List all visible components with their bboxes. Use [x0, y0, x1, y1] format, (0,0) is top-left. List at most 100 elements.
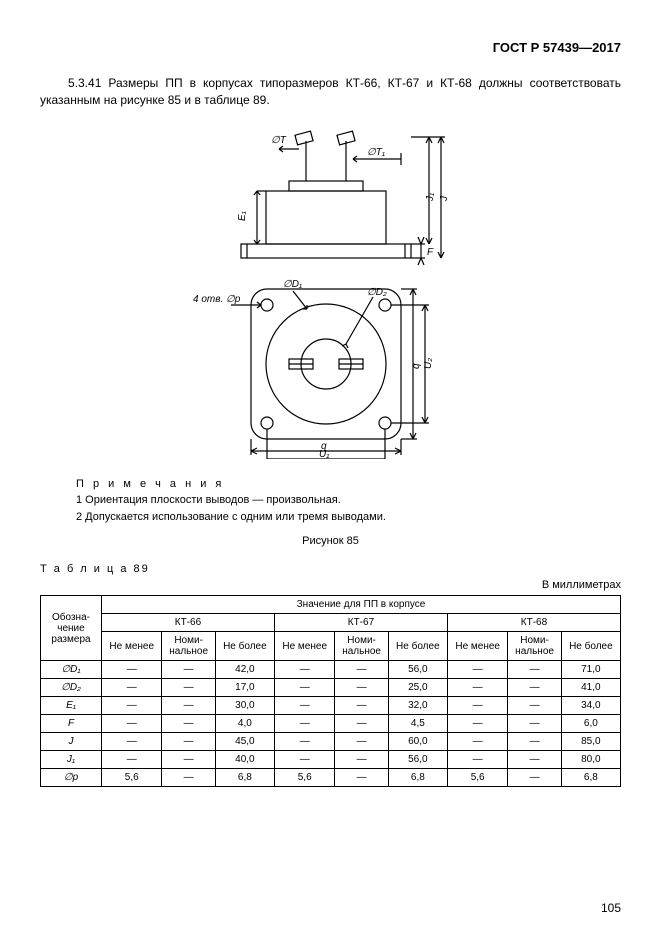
cell: — — [508, 751, 561, 769]
cell: — — [508, 715, 561, 733]
cell: — — [335, 697, 388, 715]
dim-f-label: F — [427, 247, 434, 258]
subheader: Номи- нальное — [162, 632, 215, 661]
subheader: Не более — [561, 632, 620, 661]
row-label: ∅p — [41, 769, 102, 787]
cell: — — [274, 733, 334, 751]
cell: — — [508, 769, 561, 787]
dim-u1-label: U₁ — [319, 449, 329, 459]
cell: — — [102, 715, 162, 733]
dim-j-label: J — [439, 195, 450, 202]
dim-j1-label: J₁ — [425, 192, 436, 201]
table-row: F——4,0——4,5——6,0 — [41, 715, 621, 733]
subheader: Не более — [215, 632, 274, 661]
cell: — — [335, 661, 388, 679]
notes-title: П р и м е ч а н и я — [76, 476, 621, 493]
row-label: E₁ — [41, 697, 102, 715]
table-row: E₁——30,0——32,0——34,0 — [41, 697, 621, 715]
cell: — — [335, 733, 388, 751]
cell: 5,6 — [102, 769, 162, 787]
subheader: Не менее — [102, 632, 162, 661]
dim-q2-label: q — [411, 363, 422, 369]
cell: — — [447, 751, 507, 769]
subheader: Не менее — [274, 632, 334, 661]
subheader: Номи- нальное — [335, 632, 388, 661]
cell: 5,6 — [447, 769, 507, 787]
header-top: Значение для ПП в корпусе — [102, 596, 621, 614]
cell: 4,0 — [215, 715, 274, 733]
cell: — — [447, 697, 507, 715]
cell: — — [162, 769, 215, 787]
cell: 6,8 — [561, 769, 620, 787]
table-row: J——45,0——60,0——85,0 — [41, 733, 621, 751]
page-number: 105 — [601, 901, 621, 915]
cell: — — [274, 697, 334, 715]
cell: — — [162, 715, 215, 733]
group-1: КТ-67 — [274, 614, 447, 632]
cell: — — [162, 751, 215, 769]
subheader: Не более — [388, 632, 447, 661]
cell: — — [447, 679, 507, 697]
cell: 42,0 — [215, 661, 274, 679]
cell: — — [274, 679, 334, 697]
cell: — — [508, 661, 561, 679]
dim-e1-label: E₁ — [237, 211, 248, 221]
cell: — — [102, 733, 162, 751]
row-label: J — [41, 733, 102, 751]
cell: — — [102, 751, 162, 769]
cell: 41,0 — [561, 679, 620, 697]
row-label: ∅D₂ — [41, 679, 102, 697]
cell: — — [162, 679, 215, 697]
group-2: КТ-68 — [447, 614, 620, 632]
cell: 56,0 — [388, 661, 447, 679]
cell: 56,0 — [388, 751, 447, 769]
cell: — — [274, 715, 334, 733]
cell: 40,0 — [215, 751, 274, 769]
note-2: 2 Допускается использование с одним или … — [76, 509, 621, 526]
table-title: Т а б л и ц а 89 — [40, 563, 621, 575]
cell: — — [447, 661, 507, 679]
cell: — — [447, 715, 507, 733]
technical-drawing: ∅T ∅T₁ E₁ J J₁ F ∅D₁ ∅D₂ 4 отв. ∅p q U₁ … — [40, 119, 621, 462]
cell: — — [102, 679, 162, 697]
cell: — — [162, 697, 215, 715]
cell: — — [274, 661, 334, 679]
dim-t-label: ∅T — [271, 135, 287, 146]
dimensions-table: Обозна- чение размера Значение для ПП в … — [40, 595, 621, 787]
row-label: ∅D₁ — [41, 661, 102, 679]
cell: — — [335, 715, 388, 733]
cell: — — [162, 733, 215, 751]
cell: 32,0 — [388, 697, 447, 715]
cell: — — [335, 679, 388, 697]
dim-t1-label: ∅T₁ — [367, 147, 385, 158]
gost-header: ГОСТ Р 57439—2017 — [40, 40, 621, 55]
col0-header: Обозна- чение размера — [41, 596, 102, 661]
cell: — — [447, 733, 507, 751]
table-row: ∅D₂——17,0——25,0——41,0 — [41, 679, 621, 697]
cell: — — [102, 697, 162, 715]
cell: 60,0 — [388, 733, 447, 751]
cell: 5,6 — [274, 769, 334, 787]
dim-d2-label: ∅D₂ — [367, 287, 387, 298]
note-1: 1 Ориентация плоскости выводов — произво… — [76, 492, 621, 509]
cell: — — [274, 751, 334, 769]
group-0: КТ-66 — [102, 614, 275, 632]
cell: 80,0 — [561, 751, 620, 769]
dim-p-label: 4 отв. ∅p — [193, 294, 241, 305]
row-label: F — [41, 715, 102, 733]
table-row: J₁——40,0——56,0——80,0 — [41, 751, 621, 769]
cell: 4,5 — [388, 715, 447, 733]
table-units: В миллиметрах — [40, 579, 621, 591]
cell: 30,0 — [215, 697, 274, 715]
cell: — — [162, 661, 215, 679]
cell: — — [102, 661, 162, 679]
table-row: ∅p5,6—6,85,6—6,85,6—6,8 — [41, 769, 621, 787]
dim-u2-label: U₂ — [423, 357, 434, 368]
figure-caption: Рисунок 85 — [40, 535, 621, 547]
clause-text: 5.3.41 Размеры ПП в корпусах типоразмеро… — [40, 75, 621, 109]
cell: 25,0 — [388, 679, 447, 697]
cell: — — [335, 751, 388, 769]
dim-d1-label: ∅D₁ — [283, 279, 302, 290]
cell: 71,0 — [561, 661, 620, 679]
cell: 34,0 — [561, 697, 620, 715]
